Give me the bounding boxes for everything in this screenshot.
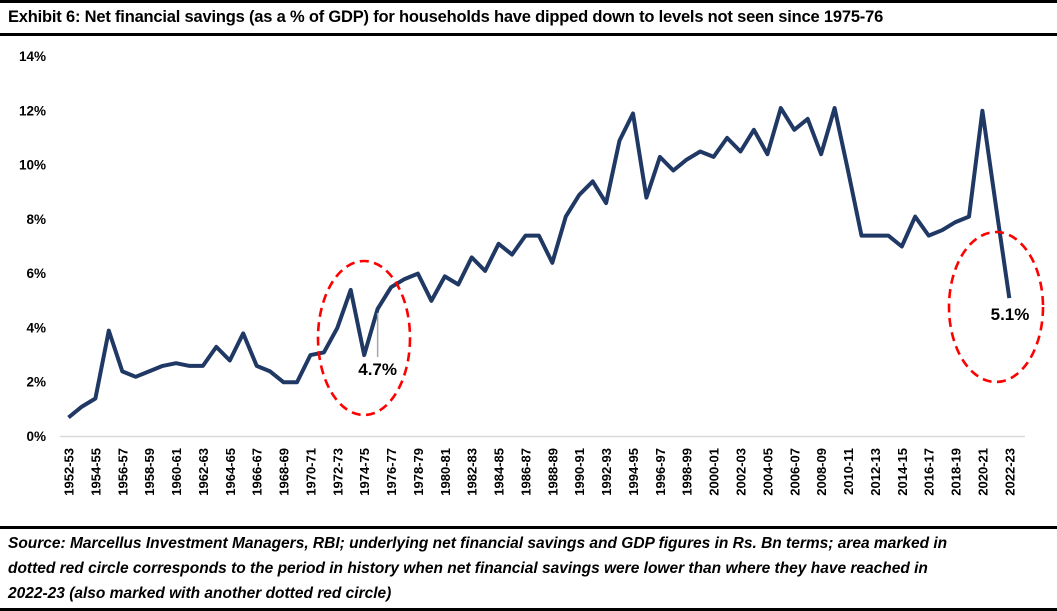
x-axis-tick-label: 1956-57	[115, 448, 130, 496]
y-axis-tick-label: 8%	[26, 212, 46, 227]
x-axis-tick-label: 1968-69	[277, 448, 292, 496]
x-axis-tick-label: 1984-85	[492, 448, 507, 496]
x-axis-tick-label: 2020-21	[975, 448, 990, 496]
highlight-circle	[316, 259, 412, 417]
x-axis-tick-label: 1976-77	[384, 448, 399, 496]
y-axis-tick-label: 0%	[26, 429, 46, 444]
exhibit-header: Exhibit 6: Net financial savings (as a %…	[0, 0, 1057, 36]
x-axis-tick-label: 2014-15	[895, 448, 910, 496]
source-note-line: Source: Marcellus Investment Managers, R…	[8, 535, 948, 552]
source-note-line: 2022-23 (also marked with another dotted…	[8, 584, 392, 602]
x-axis-tick-label: 1990-91	[572, 448, 587, 496]
y-axis-tick-label: 6%	[26, 266, 46, 281]
x-axis-tick-label: 1994-95	[626, 448, 641, 496]
x-axis-tick-label: 1996-97	[653, 448, 668, 496]
x-axis-tick-label: 1954-55	[88, 448, 103, 496]
x-axis-tick-label: 1964-65	[223, 448, 238, 496]
x-axis-tick-label: 1970-71	[303, 448, 318, 496]
y-axis-tick-label: 2%	[26, 375, 46, 390]
x-axis-tick-label: 1978-79	[411, 448, 426, 496]
x-axis-tick-label: 2000-01	[707, 448, 722, 496]
x-axis-tick-label: 2008-09	[814, 448, 829, 496]
x-axis-tick-label: 1966-67	[250, 448, 265, 496]
y-axis-tick-label: 14%	[19, 49, 46, 64]
x-axis-tick-label: 2004-05	[760, 448, 775, 496]
x-axis-tick-label: 2006-07	[787, 448, 802, 496]
x-axis-tick-label: 2018-19	[949, 448, 964, 496]
savings-line	[67, 106, 1012, 420]
y-axis-tick-label: 10%	[19, 158, 46, 173]
x-axis-tick-label: 2002-03	[734, 448, 749, 496]
source-note: Source: Marcellus Investment Managers, R…	[0, 526, 1057, 611]
data-label: 5.1%	[991, 305, 1030, 324]
x-axis-tick-label: 2010-11	[841, 448, 856, 495]
data-label: 4.7%	[358, 360, 397, 379]
x-axis-tick-label: 1992-93	[599, 448, 614, 496]
savings-line-chart: 0% 2% 4% 6% 8% 10% 12% 14% 1952-53 1954-55 1956-57…	[19, 49, 1045, 496]
y-axis-tick-label: 12%	[19, 103, 46, 118]
x-axis-tick-label: 1960-61	[169, 448, 184, 496]
highlight-circle	[947, 230, 1045, 384]
source-note-line: dotted red circle corresponds to the per…	[8, 559, 928, 577]
x-axis-tick-label: 1980-81	[438, 448, 453, 496]
x-axis-tick-label: 1988-89	[545, 448, 560, 496]
x-axis-tick-label: 1982-83	[465, 448, 480, 496]
x-axis-tick-label: 1972-73	[330, 448, 345, 496]
x-axis-tick-label: 1962-63	[196, 448, 211, 496]
y-axis-tick-label: 4%	[26, 320, 46, 335]
x-axis-tick-label: 1974-75	[357, 448, 372, 496]
x-axis-tick-label: 2016-17	[922, 448, 937, 496]
x-axis-tick-label: 1958-59	[142, 448, 157, 496]
chart-title: Exhibit 6: Net financial savings (as a %…	[8, 8, 884, 26]
chart-area: 0% 2% 4% 6% 8% 10% 12% 14% 1952-53 1954-55 1956-57…	[0, 36, 1057, 526]
x-axis-tick-label: 2022-23	[1002, 448, 1017, 496]
x-axis-tick-label: 1952-53	[62, 448, 77, 496]
x-axis-tick-label: 2012-13	[868, 448, 883, 496]
x-axis-tick-label: 1998-99	[680, 448, 695, 496]
x-axis-tick-label: 1986-87	[518, 448, 533, 496]
